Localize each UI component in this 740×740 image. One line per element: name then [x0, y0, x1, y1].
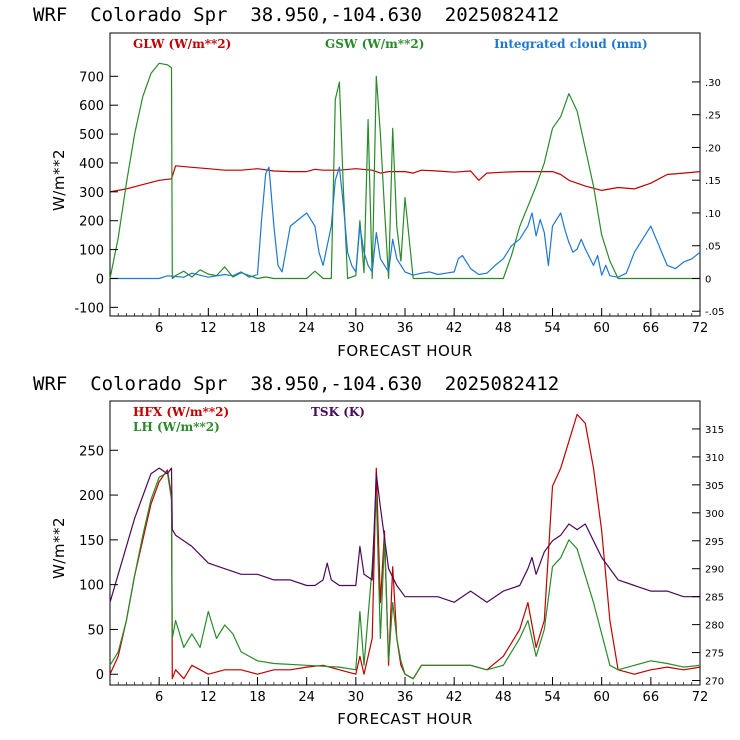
y-tick-label: 300	[79, 186, 104, 201]
y-tick-label: 400	[79, 157, 104, 172]
y2-tick-label: .05	[705, 242, 721, 253]
legend-entry: LH (W/m**2)	[133, 420, 220, 434]
x-tick-label: 72	[692, 321, 709, 336]
y2-tick-label: 0	[705, 274, 711, 285]
legend-entry: Integrated cloud (mm)	[494, 37, 648, 51]
x-tick-label: 48	[495, 690, 512, 705]
x-tick-label: 42	[446, 690, 463, 705]
bottom-panel: WRF Colorado Spr 38.950,-104.630 2025082…	[33, 373, 724, 728]
top-panel: WRF Colorado Spr 38.950,-104.630 2025082…	[33, 4, 725, 360]
y2-tick-label: 270	[705, 677, 724, 688]
x-tick-label: 24	[298, 321, 315, 336]
y-tick-label: 200	[79, 489, 104, 504]
y2-tick-label: 275	[705, 649, 724, 660]
y2-tick-label: -.05	[705, 307, 725, 318]
top-plot-frame	[109, 32, 701, 317]
top-x-axis-label: FORECAST HOUR	[337, 342, 473, 360]
legend-entry: GLW (W/m**2)	[133, 37, 231, 51]
series-line-gsw	[109, 62, 700, 280]
bottom-chart-title: WRF Colorado Spr 38.950,-104.630 2025082…	[33, 373, 559, 395]
series-line-hfx	[109, 413, 701, 680]
x-tick-label: 72	[692, 690, 709, 705]
y2-tick-label: .10	[705, 209, 721, 220]
y2-tick-label: 285	[705, 593, 724, 604]
x-tick-label: 6	[155, 690, 163, 705]
x-tick-label: 36	[397, 690, 414, 705]
y2-tick-label: .20	[705, 143, 721, 154]
legend-entry: HFX (W/m**2)	[133, 405, 229, 419]
x-tick-label: 60	[593, 321, 610, 336]
bottom-y-axis-label: W/m**2	[50, 517, 68, 579]
top-y-axis-label: W/m**2	[50, 149, 68, 211]
x-tick-label: 54	[544, 321, 561, 336]
x-tick-label: 48	[495, 321, 512, 336]
y-tick-label: 600	[79, 99, 104, 114]
x-tick-label: 60	[593, 690, 610, 705]
x-tick-label: 66	[643, 321, 660, 336]
x-tick-label: 30	[348, 321, 365, 336]
series-line-glw	[109, 165, 701, 193]
y2-tick-label: .15	[705, 176, 721, 187]
x-tick-label: 12	[200, 690, 217, 705]
y-tick-label: 100	[79, 244, 104, 259]
x-tick-label: 6	[155, 321, 163, 336]
x-tick-label: 42	[446, 321, 463, 336]
legend-entry: GSW (W/m**2)	[325, 37, 424, 51]
x-tick-label: 36	[397, 321, 414, 336]
y2-tick-label: 280	[705, 621, 724, 632]
y-tick-label: 500	[79, 128, 104, 143]
series-line-lh	[109, 472, 701, 680]
x-tick-label: 18	[249, 690, 266, 705]
y-tick-label: 200	[79, 215, 104, 230]
series-line-integrated	[110, 166, 701, 280]
y-tick-label: 700	[79, 70, 104, 85]
y2-tick-label: 290	[705, 565, 724, 576]
legend-entry: TSK (K)	[311, 405, 365, 419]
top-chart-title: WRF Colorado Spr 38.950,-104.630 2025082…	[33, 4, 559, 26]
y2-tick-label: 315	[705, 425, 724, 436]
y-tick-label: 150	[79, 534, 104, 549]
y-tick-label: 250	[79, 444, 104, 459]
y2-tick-label: 300	[705, 509, 724, 520]
y-tick-label: 0	[96, 272, 104, 287]
y2-tick-label: 305	[705, 481, 724, 492]
y2-tick-label: 310	[705, 453, 724, 464]
x-tick-label: 54	[544, 690, 561, 705]
bottom-plot-frame	[109, 400, 701, 686]
y-tick-label: -100	[74, 301, 104, 316]
x-tick-label: 12	[200, 321, 217, 336]
y2-tick-label: .25	[705, 111, 721, 122]
bottom-x-axis-label: FORECAST HOUR	[337, 710, 473, 728]
y-tick-label: 0	[96, 668, 104, 683]
x-tick-label: 24	[298, 690, 315, 705]
y2-tick-label: .30	[705, 78, 721, 89]
y-tick-label: 100	[79, 579, 104, 594]
x-tick-label: 18	[249, 321, 266, 336]
x-tick-label: 30	[348, 690, 365, 705]
y-tick-label: 50	[87, 623, 104, 638]
y2-tick-label: 295	[705, 537, 724, 548]
x-tick-label: 66	[643, 690, 660, 705]
series-line-tsk	[109, 467, 700, 603]
